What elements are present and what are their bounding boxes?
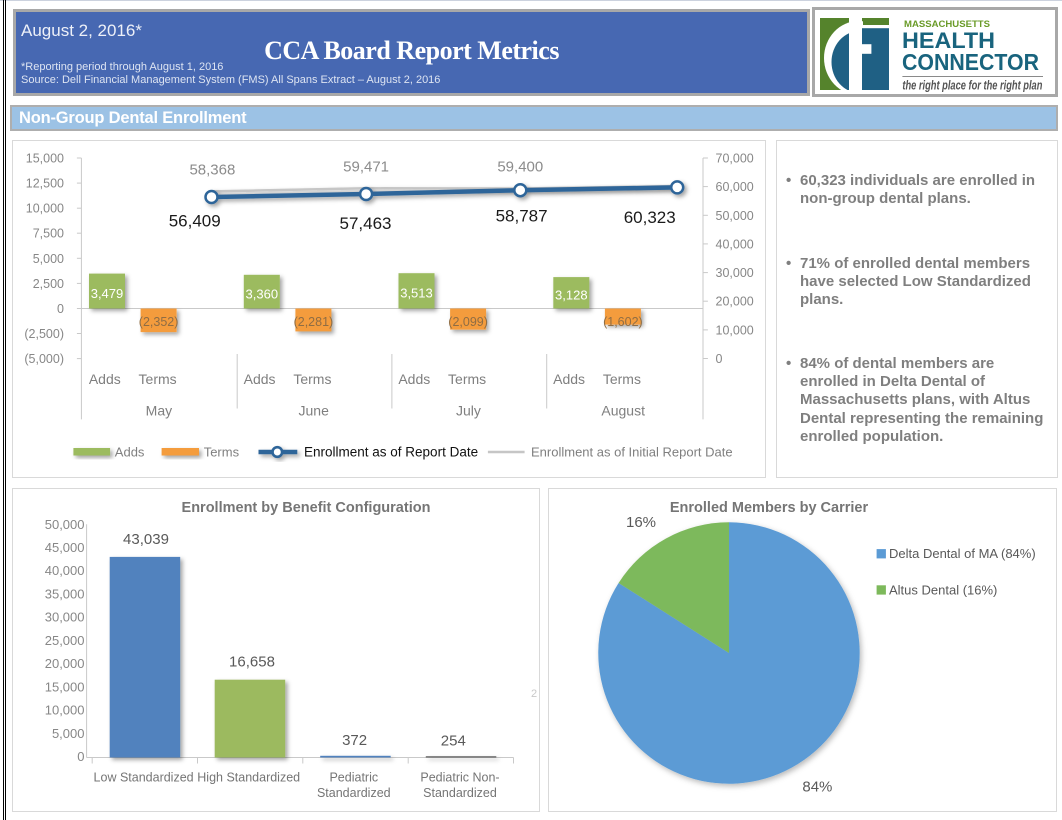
svg-text:25,000: 25,000 (45, 633, 85, 648)
svg-text:40,000: 40,000 (716, 237, 754, 251)
svg-text:Altus Dental (16%): Altus Dental (16%) (889, 582, 997, 597)
svg-text:59,400: 59,400 (497, 159, 543, 176)
svg-text:Adds: Adds (89, 371, 121, 387)
svg-text:40,000: 40,000 (45, 563, 85, 578)
svg-text:60,000: 60,000 (716, 180, 754, 194)
svg-text:254: 254 (441, 733, 466, 750)
svg-text:30,000: 30,000 (45, 610, 85, 625)
svg-text:CONNECTOR: CONNECTOR (902, 49, 1039, 75)
svg-text:(2,500): (2,500) (24, 327, 64, 341)
svg-text:Pediatric Non-: Pediatric Non- (420, 771, 499, 785)
svg-text:15,000: 15,000 (45, 679, 85, 694)
svg-text:3,128: 3,128 (555, 288, 588, 303)
svg-text:7,500: 7,500 (33, 227, 64, 241)
svg-text:12,500: 12,500 (26, 177, 64, 191)
svg-text:HEALTH: HEALTH (902, 28, 995, 53)
svg-text:50,000: 50,000 (716, 209, 754, 223)
svg-text:Standardized: Standardized (423, 786, 497, 800)
svg-text:Terms: Terms (204, 445, 240, 460)
svg-text:Terms: Terms (293, 371, 331, 387)
svg-text:5,000: 5,000 (52, 726, 85, 741)
svg-text:Low Standardized: Low Standardized (94, 771, 194, 785)
svg-text:3,360: 3,360 (246, 286, 279, 301)
svg-text:Pediatric: Pediatric (329, 771, 378, 785)
svg-text:56,409: 56,409 (169, 211, 221, 230)
svg-text:Enrollment as of Report Date: Enrollment as of Report Date (304, 445, 478, 460)
svg-text:Delta Dental of MA (84%): Delta Dental of MA (84%) (889, 546, 1036, 561)
svg-text:Adds: Adds (244, 371, 276, 387)
svg-text:(2,099): (2,099) (448, 315, 488, 329)
svg-text:30,000: 30,000 (716, 266, 754, 280)
svg-text:10,000: 10,000 (716, 323, 754, 337)
svg-text:84%: 84% (802, 778, 832, 795)
svg-text:20,000: 20,000 (716, 295, 754, 309)
svg-text:Terms: Terms (603, 371, 641, 387)
svg-text:59,471: 59,471 (343, 159, 389, 176)
svg-text:Terms: Terms (448, 371, 486, 387)
svg-text:2,500: 2,500 (33, 277, 64, 291)
svg-text:0: 0 (77, 749, 84, 764)
svg-text:10,000: 10,000 (45, 703, 85, 718)
svg-text:58,787: 58,787 (496, 207, 548, 226)
svg-text:10,000: 10,000 (26, 202, 64, 216)
svg-text:60,323: 60,323 (624, 208, 676, 227)
svg-text:June: June (299, 403, 330, 419)
svg-text:the right place for the right: the right place for the right plan (902, 78, 1042, 93)
svg-text:35,000: 35,000 (45, 587, 85, 602)
svg-text:70,000: 70,000 (716, 152, 754, 166)
svg-text:(1,602): (1,602) (603, 315, 643, 329)
svg-text:5,000: 5,000 (33, 252, 64, 266)
svg-text:Enrollment as of Initial Repor: Enrollment as of Initial Report Date (531, 445, 733, 460)
svg-text:(2,281): (2,281) (294, 315, 334, 329)
svg-text:High Standardized: High Standardized (197, 771, 300, 785)
svg-text:MASSACHUSETTS: MASSACHUSETTS (904, 19, 990, 29)
svg-text:0: 0 (716, 352, 723, 366)
svg-text:Terms: Terms (139, 371, 177, 387)
svg-text:57,463: 57,463 (340, 214, 392, 233)
svg-text:May: May (146, 403, 172, 419)
svg-text:16%: 16% (626, 514, 656, 531)
svg-text:15,000: 15,000 (26, 152, 64, 166)
svg-text:372: 372 (342, 732, 367, 749)
svg-text:43,039: 43,039 (123, 531, 169, 548)
svg-text:58,368: 58,368 (189, 162, 235, 179)
svg-text:16,658: 16,658 (229, 653, 275, 670)
svg-text:3,479: 3,479 (91, 286, 124, 301)
svg-text:July: July (456, 403, 481, 419)
svg-text:August: August (601, 403, 645, 419)
svg-text:3,513: 3,513 (400, 286, 433, 301)
svg-text:50,000: 50,000 (45, 517, 85, 532)
svg-text:Enrolled Members by Carrier: Enrolled Members by Carrier (670, 500, 869, 516)
svg-text:Adds: Adds (553, 371, 585, 387)
svg-text:0: 0 (57, 302, 64, 316)
svg-text:45,000: 45,000 (45, 540, 85, 555)
svg-text:Adds: Adds (115, 445, 145, 460)
svg-text:Standardized: Standardized (317, 786, 391, 800)
svg-text:Adds: Adds (398, 371, 430, 387)
svg-text:20,000: 20,000 (45, 656, 85, 671)
svg-text:(2,352): (2,352) (139, 315, 179, 329)
svg-text:(5,000): (5,000) (24, 352, 64, 366)
svg-text:Enrollment by Benefit Configur: Enrollment by Benefit Configuration (182, 500, 431, 516)
